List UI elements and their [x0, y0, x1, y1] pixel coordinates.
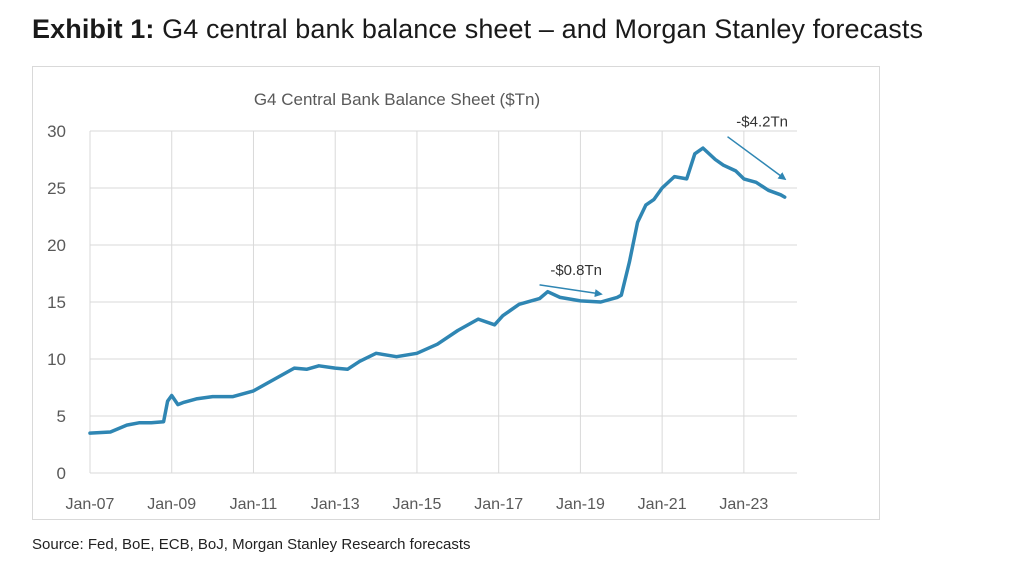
y-tick-label: 15 [47, 293, 66, 312]
exhibit-title: Exhibit 1: G4 central bank balance sheet… [32, 14, 923, 45]
annotation-label: -$0.8Tn [550, 262, 602, 279]
y-tick-label: 5 [57, 407, 66, 426]
source-note: Source: Fed, BoE, ECB, BoJ, Morgan Stanl… [32, 536, 471, 553]
series-line [88, 146, 787, 435]
x-tick-label: Jan-23 [719, 496, 768, 513]
x-tick-label: Jan-13 [311, 496, 360, 513]
x-tick-label: Jan-11 [230, 496, 278, 513]
y-tick-label: 10 [47, 350, 66, 369]
annotation-arrow [539, 284, 603, 298]
exhibit-title-text: G4 central bank balance sheet – and Morg… [162, 14, 924, 44]
x-tick-label: Jan-19 [556, 496, 605, 513]
balance-sheet-chart: G4 Central Bank Balance Sheet ($Tn) 0 5 10 1… [47, 90, 797, 513]
x-tick-label: Jan-17 [474, 496, 523, 513]
y-tick-label: 0 [57, 464, 66, 483]
x-tick-label: Jan-07 [66, 496, 115, 513]
chart-frame: G4 Central Bank Balance Sheet ($Tn) 0 5 10 1… [32, 66, 880, 520]
x-tick-label: Jan-15 [392, 496, 441, 513]
annotation-arrow [727, 136, 787, 181]
y-tick-label: 30 [47, 122, 66, 141]
exhibit-label: Exhibit 1: [32, 14, 155, 44]
x-tick-label: Jan-21 [638, 496, 687, 513]
annotation-label: -$4.2Tn [736, 114, 788, 131]
x-tick-label: Jan-09 [147, 496, 196, 513]
chart-title: G4 Central Bank Balance Sheet ($Tn) [254, 90, 540, 109]
y-tick-label: 20 [47, 236, 66, 255]
y-tick-label: 25 [47, 179, 66, 198]
